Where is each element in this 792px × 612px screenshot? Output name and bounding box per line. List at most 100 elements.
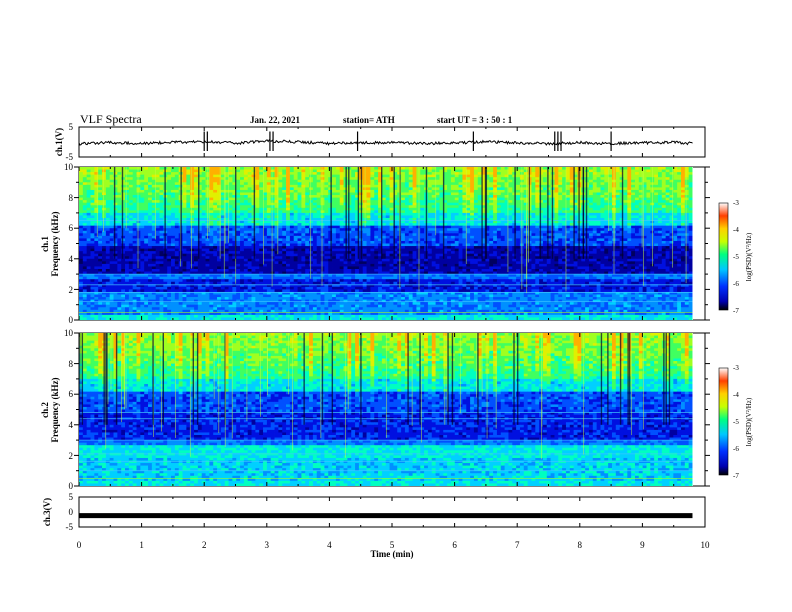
spectrogram-cell — [102, 215, 107, 219]
spectrogram-cell — [401, 197, 406, 201]
spectrogram-cell — [646, 192, 651, 196]
spectrogram-cell — [228, 177, 233, 181]
spectrogram-cell — [278, 215, 283, 219]
spectrogram-cell — [604, 192, 609, 196]
spectrogram-cell — [435, 233, 440, 237]
spectrogram-cell — [554, 169, 559, 173]
spectrogram-cell — [458, 177, 463, 181]
spectrogram-cell — [194, 172, 199, 176]
spectrogram-cell — [82, 177, 88, 181]
spectrogram-cell — [450, 223, 456, 227]
spectrogram-cell — [665, 212, 670, 216]
spectrogram-cell — [558, 238, 563, 242]
spectrogram-cell — [531, 235, 536, 239]
spectrogram-cell — [558, 218, 563, 221]
spectrogram-cell — [435, 202, 440, 206]
spectrogram-cell — [301, 172, 306, 176]
spectrogram-cell — [688, 210, 693, 214]
spectrogram-cell — [159, 200, 164, 204]
spectrogram-cell — [121, 238, 126, 242]
spectrogram-cell — [600, 184, 605, 188]
spectrogram-cell — [278, 207, 283, 211]
spectrogram-cell — [148, 187, 153, 191]
spectrogram-cell — [125, 174, 130, 178]
spectrogram-cell — [615, 228, 621, 232]
spectrogram-cell — [86, 235, 91, 239]
spectrogram-cell — [263, 167, 268, 170]
spectrogram-cell — [393, 228, 398, 232]
spectrogram-cell — [194, 238, 199, 242]
spectrogram-cell — [596, 243, 601, 247]
spectrogram-cell — [569, 167, 575, 170]
spectrogram-cell — [347, 240, 352, 244]
spectrogram-cell — [680, 220, 686, 224]
spectrogram-cell — [312, 228, 318, 232]
spectrogram-cell — [297, 225, 302, 229]
spectrogram-cell — [677, 210, 682, 214]
spectrogram-cell — [631, 238, 636, 242]
spectrogram-cell — [305, 210, 310, 214]
spectrogram-cell — [263, 210, 268, 214]
spectrogram-cell — [190, 184, 195, 188]
spectrogram-cell — [458, 225, 463, 229]
spectrogram-cell — [90, 187, 95, 191]
spectrogram-cell — [546, 200, 552, 204]
spectrogram-cell — [512, 202, 517, 206]
spectrogram-cell — [481, 218, 486, 221]
spectrogram-cell — [148, 240, 153, 244]
spectrogram-cell — [347, 225, 352, 229]
spectrogram-cell — [266, 179, 272, 183]
spectrogram-cell — [416, 215, 421, 219]
spectrogram-cell — [443, 215, 448, 219]
spectrogram-cell — [301, 182, 306, 186]
spectrogram-cell — [86, 174, 91, 178]
spectrogram-cell — [470, 187, 475, 191]
spectrogram-cell — [159, 169, 164, 173]
spectrogram-cell — [332, 215, 337, 219]
spectrogram-cell — [109, 225, 114, 229]
spectrogram-cell — [516, 189, 521, 193]
spectrogram-cell — [431, 212, 436, 216]
spectrogram-cell — [642, 192, 647, 196]
spectrogram-cell — [86, 225, 91, 229]
spectrogram-cell — [243, 233, 249, 237]
spectrogram-cell — [565, 197, 571, 201]
spectrogram-cell — [312, 207, 318, 211]
spectrogram-cell — [427, 205, 433, 209]
spectrogram-cell — [171, 212, 176, 216]
spectrogram-cell — [220, 184, 226, 188]
spectrogram-cell — [435, 207, 440, 211]
spectrogram-cell — [328, 169, 333, 173]
spectrogram-cell — [355, 205, 360, 209]
spectrogram-cell — [159, 240, 164, 244]
spectrogram-cell — [251, 207, 256, 211]
spectrogram-cell — [79, 225, 84, 229]
spectrogram-cell — [539, 225, 544, 229]
spectrogram-cell — [263, 202, 268, 206]
spectrogram-cell — [443, 230, 448, 234]
spectrogram-cell — [251, 200, 256, 204]
spectrogram-cell — [562, 195, 567, 198]
spectrogram-cell — [309, 230, 314, 234]
spectrogram-cell — [286, 192, 291, 196]
spectrogram-cell — [608, 195, 613, 198]
spectrogram-cell — [677, 172, 682, 176]
spectrogram-cell — [128, 202, 134, 206]
spectrogram-cell — [401, 187, 406, 191]
spectrogram-cell — [600, 233, 605, 237]
spectrogram-cell — [155, 177, 160, 181]
spectrogram-cell — [684, 220, 690, 224]
spectrogram-cell — [404, 167, 410, 170]
spectrogram-cell — [236, 174, 241, 178]
spectrogram-cell — [412, 189, 417, 193]
spectrogram-cell — [496, 212, 502, 216]
spectrogram-cell — [604, 240, 609, 244]
spectrogram-cell — [627, 230, 632, 234]
spectrogram-cell — [615, 200, 621, 204]
spectrogram-cell — [378, 187, 383, 191]
spectrogram-cell — [266, 230, 272, 234]
spectrogram-cell — [677, 238, 682, 242]
spectrogram-cell — [485, 220, 490, 224]
spectrogram-cell — [151, 174, 157, 178]
spectrogram-cell — [339, 230, 344, 234]
